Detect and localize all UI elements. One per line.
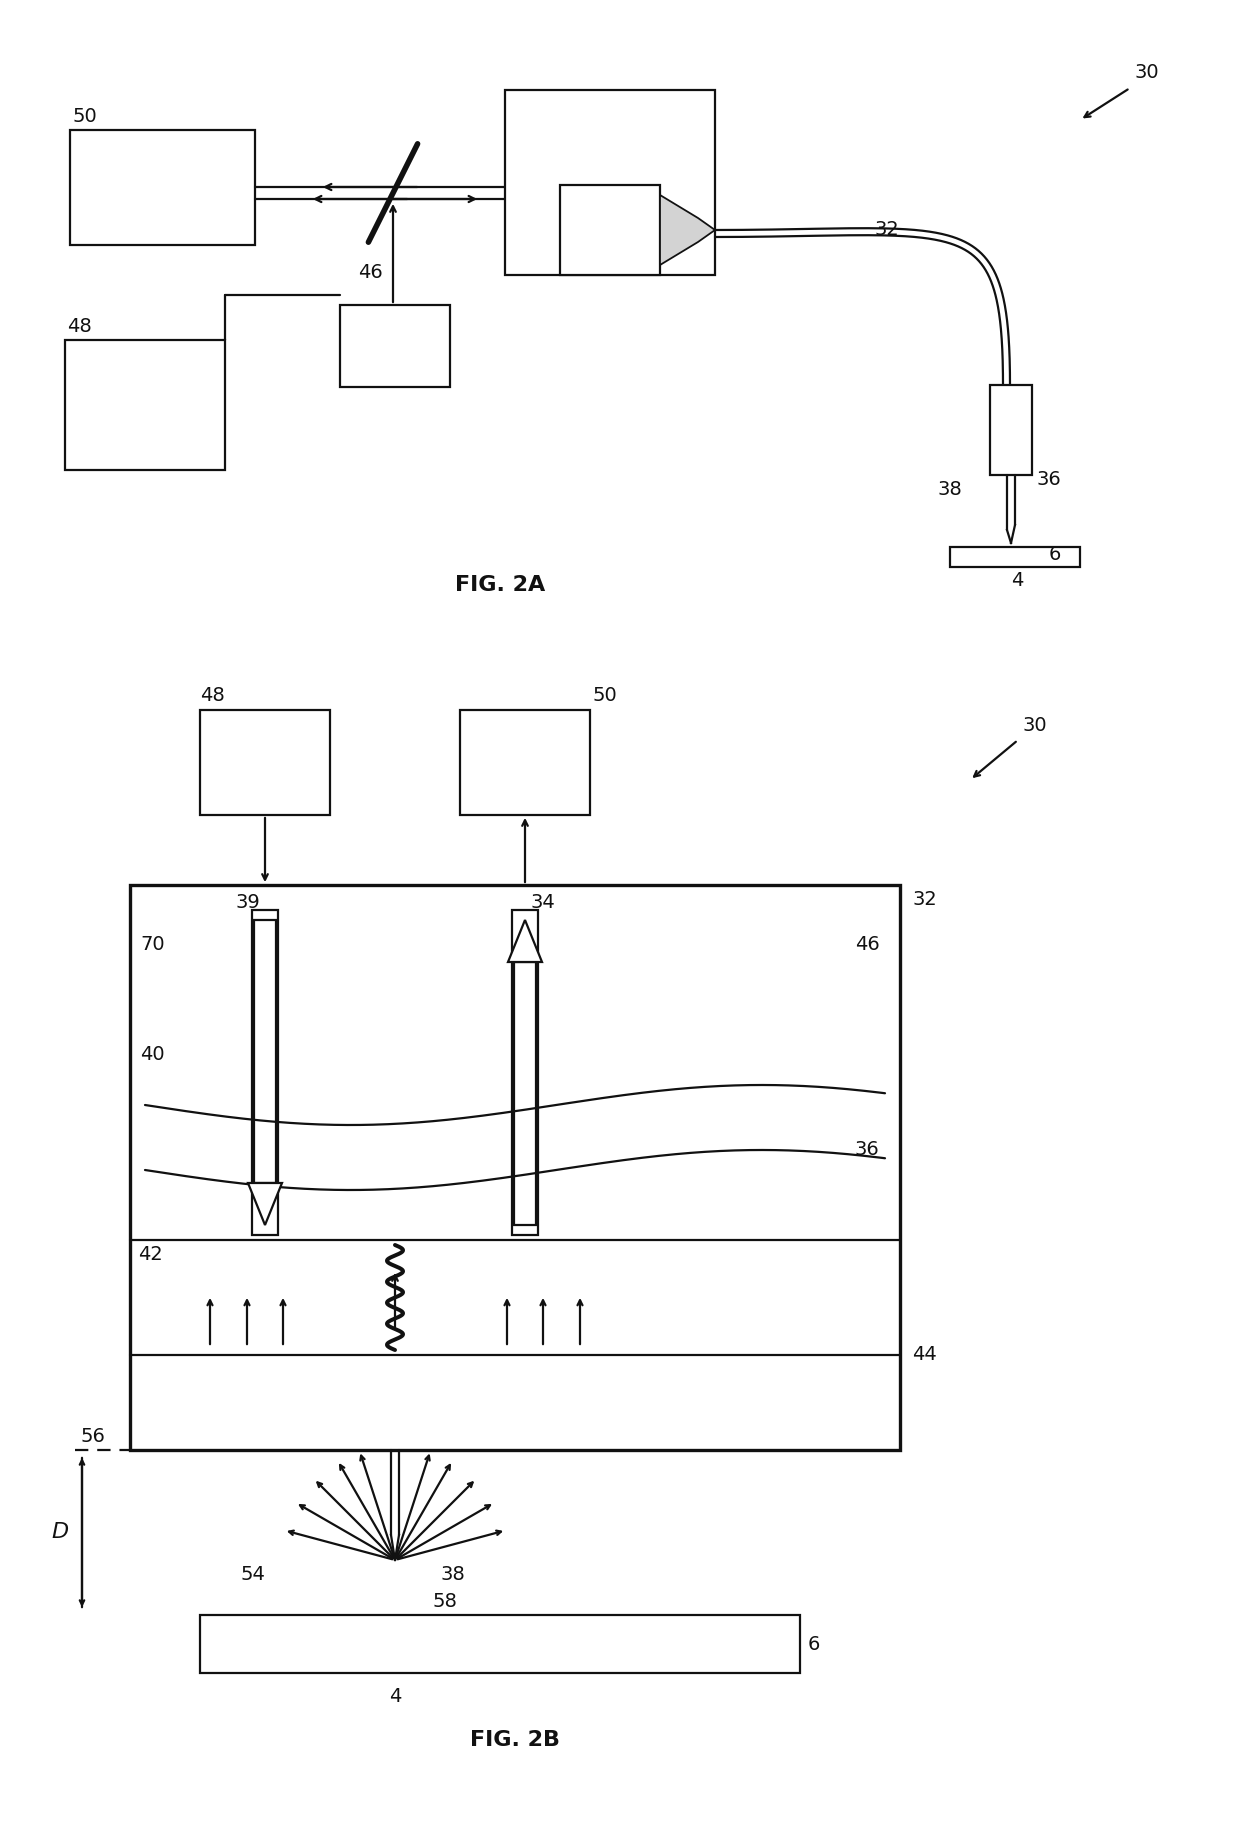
Bar <box>252 911 278 1236</box>
Bar <box>460 711 590 815</box>
Bar <box>200 1616 800 1673</box>
Bar <box>64 340 224 470</box>
Text: 46: 46 <box>358 263 383 283</box>
Bar <box>69 130 255 244</box>
Text: 50: 50 <box>72 106 97 127</box>
Text: 40: 40 <box>140 1045 165 1065</box>
Text: 56: 56 <box>81 1427 105 1447</box>
Bar <box>990 386 1032 476</box>
Text: 48: 48 <box>200 687 224 705</box>
Text: 58: 58 <box>433 1592 458 1610</box>
Text: 39: 39 <box>236 892 260 912</box>
Polygon shape <box>508 920 542 962</box>
Bar <box>950 547 1080 567</box>
Text: 32: 32 <box>911 890 936 909</box>
Text: 70: 70 <box>140 935 165 955</box>
Text: 6: 6 <box>808 1636 821 1654</box>
Text: 54: 54 <box>241 1564 265 1584</box>
Bar <box>340 305 450 387</box>
Text: 42: 42 <box>138 1245 162 1263</box>
Polygon shape <box>660 195 715 264</box>
Text: 36: 36 <box>1037 470 1061 488</box>
Text: 4: 4 <box>389 1687 402 1706</box>
Text: 38: 38 <box>937 479 962 499</box>
Text: 50: 50 <box>591 687 616 705</box>
Text: 34: 34 <box>529 892 554 912</box>
Text: 38: 38 <box>440 1564 465 1584</box>
Bar <box>254 920 277 1182</box>
Bar <box>505 90 715 275</box>
Text: 46: 46 <box>856 935 879 955</box>
Polygon shape <box>248 1182 281 1225</box>
Bar <box>512 911 538 1236</box>
Bar <box>200 711 330 815</box>
Text: 30: 30 <box>1135 62 1159 83</box>
Text: D: D <box>51 1522 68 1542</box>
Text: 44: 44 <box>911 1346 936 1364</box>
Bar <box>515 962 536 1225</box>
Bar <box>130 885 900 1450</box>
Text: FIG. 2A: FIG. 2A <box>455 575 546 595</box>
Bar <box>560 185 660 275</box>
Text: 30: 30 <box>1022 716 1047 734</box>
Text: FIG. 2B: FIG. 2B <box>470 1730 560 1750</box>
Text: 32: 32 <box>875 220 900 239</box>
Text: 4: 4 <box>1011 571 1023 589</box>
Text: 36: 36 <box>856 1140 879 1159</box>
Text: 6: 6 <box>1049 545 1061 564</box>
Text: 48: 48 <box>67 318 92 336</box>
